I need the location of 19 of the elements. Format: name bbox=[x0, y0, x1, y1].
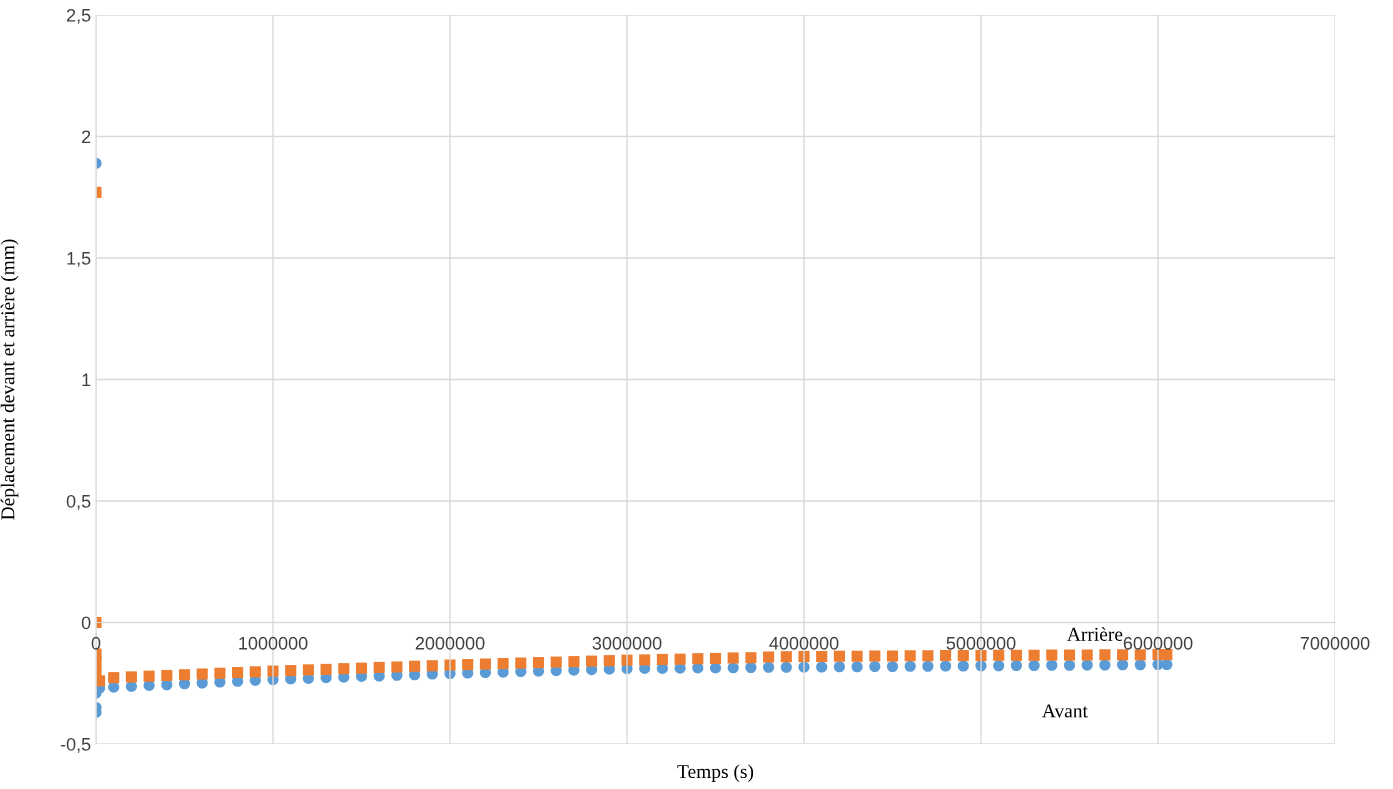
y-tick-label: 1 bbox=[82, 373, 91, 387]
x-tick-label: 3000000 bbox=[592, 636, 662, 650]
y-tick-label: 1,5 bbox=[67, 252, 91, 267]
x-tick-label: 1000000 bbox=[239, 636, 308, 650]
x-axis-title: Temps (s) bbox=[677, 764, 754, 783]
y-tick-label: 0 bbox=[81, 616, 91, 630]
y-tick-label: 2,5 bbox=[66, 8, 91, 24]
y-tick-label: -0,5 bbox=[60, 737, 91, 753]
x-tick-label: 2000000 bbox=[415, 636, 485, 650]
x-tick-label: 4000000 bbox=[769, 636, 839, 650]
x-tick-label: 0 bbox=[91, 636, 101, 650]
series-label: Arrière bbox=[1067, 627, 1123, 641]
y-tick-label: 0,5 bbox=[66, 494, 91, 510]
series-label: Avant bbox=[1042, 704, 1088, 718]
x-tick-label: 7000000 bbox=[1300, 636, 1370, 650]
y-axis-title: Déplacement devant et arrière (mm) bbox=[0, 239, 19, 520]
x-tick-label: 6000000 bbox=[1123, 636, 1193, 650]
x-tick-label: 5000000 bbox=[946, 636, 1016, 650]
y-tick-label: 2 bbox=[82, 130, 91, 144]
